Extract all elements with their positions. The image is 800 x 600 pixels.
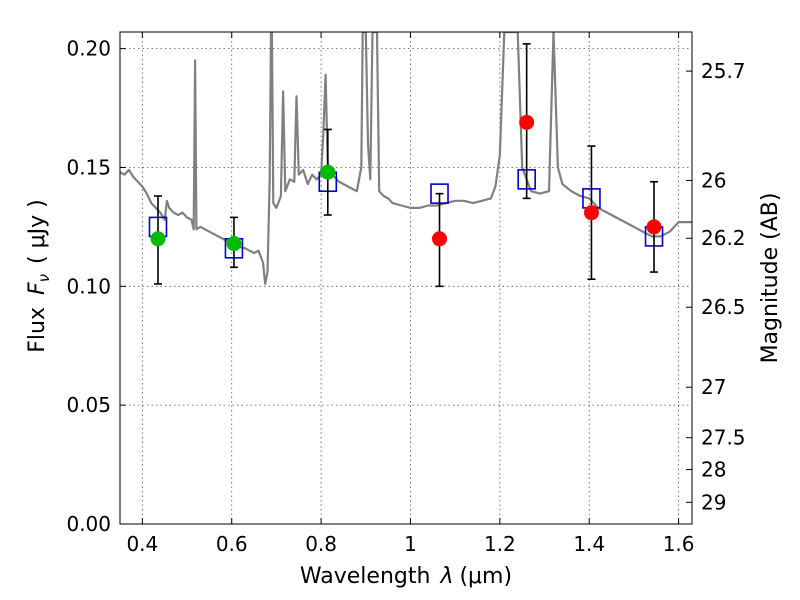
right-tick-label: 28 bbox=[701, 458, 726, 482]
right-axis-ticks: 25.7 26 26.2 26.5 27 27.5 28 29 bbox=[686, 59, 746, 514]
photometry-point bbox=[519, 114, 535, 130]
y-tick-label: 0.05 bbox=[66, 393, 111, 417]
y-tick-label: 0.20 bbox=[66, 37, 111, 61]
right-tick-label: 27.5 bbox=[701, 426, 746, 450]
y-tick-label: 0.10 bbox=[66, 274, 111, 298]
right-tick-label: 25.7 bbox=[701, 59, 746, 83]
gridlines bbox=[120, 32, 692, 524]
x-tick-label: 1.4 bbox=[573, 532, 605, 556]
plot-background bbox=[120, 32, 692, 524]
right-tick-label: 26 bbox=[701, 168, 726, 192]
x-axis-label: Wavelength λ (μm) bbox=[300, 564, 512, 589]
photometry-point bbox=[646, 219, 662, 235]
photometry-point bbox=[432, 231, 448, 247]
x-tick-label: 0.8 bbox=[305, 532, 337, 556]
photometry-point bbox=[150, 231, 166, 247]
x-tick-label: 1.2 bbox=[484, 532, 516, 556]
y-tick-label: 0.00 bbox=[66, 512, 111, 536]
right-tick-label: 27 bbox=[701, 375, 726, 399]
photometry-point bbox=[320, 164, 336, 180]
x-axis-ticks: 0.4 0.6 0.8 1 1.2 1.4 1.6 bbox=[126, 32, 695, 556]
y-axis-label: FluxFν( μJy ) bbox=[25, 199, 53, 352]
y-tick-label: 0.15 bbox=[66, 155, 111, 179]
x-tick-label: 1.6 bbox=[663, 532, 695, 556]
right-axis-label: Magnitude (AB) bbox=[758, 193, 783, 364]
x-tick-label: 1 bbox=[404, 532, 417, 556]
x-tick-label: 0.4 bbox=[126, 532, 158, 556]
photometry-point bbox=[226, 236, 242, 252]
y-axis-ticks: 0.00 0.05 0.10 0.15 0.20 bbox=[66, 37, 126, 536]
x-tick-label: 0.6 bbox=[216, 532, 248, 556]
right-tick-label: 26.5 bbox=[701, 295, 746, 319]
photometry-point bbox=[583, 205, 599, 221]
plot-frame bbox=[119, 31, 693, 525]
right-tick-label: 26.2 bbox=[701, 226, 746, 250]
right-tick-label: 29 bbox=[701, 490, 726, 514]
observed-photometry-markers bbox=[150, 114, 662, 252]
